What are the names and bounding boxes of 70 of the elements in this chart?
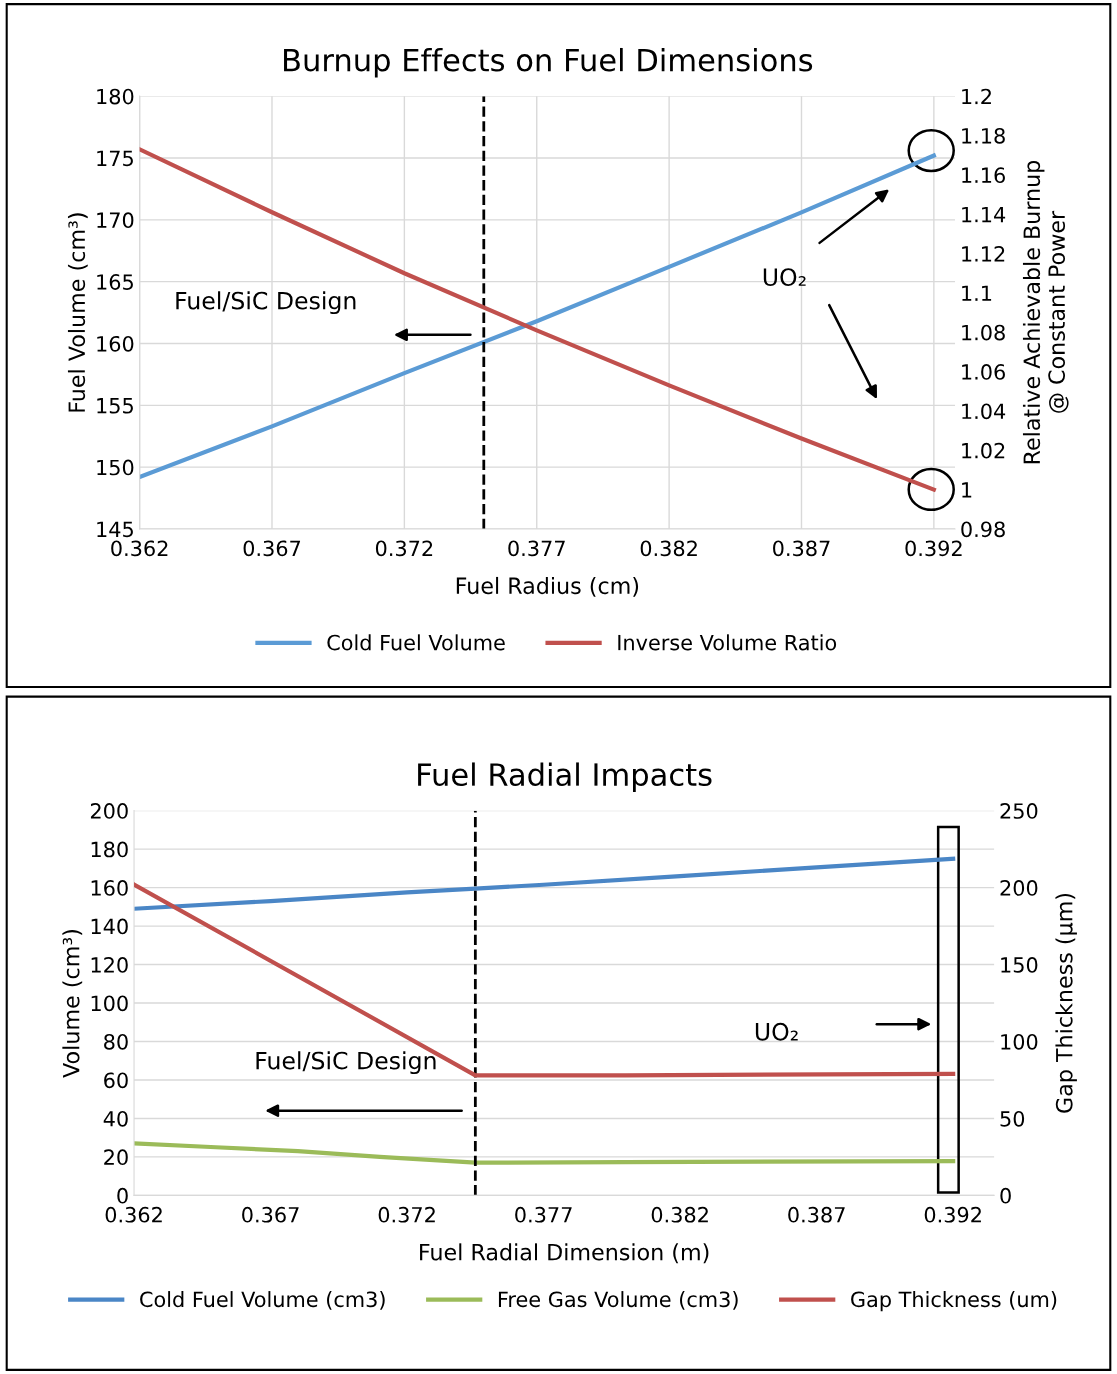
annotation: Fuel/SiC Design (176, 291, 356, 315)
y-tick-label: 180 (91, 841, 128, 858)
x-axis-title: Fuel Radius (cm) (456, 576, 639, 597)
x-axis-title: Fuel Radial Dimension (m) (420, 1243, 709, 1264)
y2-tick-label: 1.12 (962, 246, 1005, 262)
legend-label: Cold Fuel Volume (cm3) (140, 1291, 385, 1310)
x-tick-label: 0.382 (640, 540, 697, 557)
y2-tick-label: 1.1 (962, 285, 992, 301)
y2-axis-title: Gap Thickness (µm) (1055, 893, 1077, 1113)
y-axis-title: Fuel Volume (cm³) (67, 213, 88, 412)
legend-label: Cold Fuel Volume (327, 634, 505, 651)
x-tick-label: 0.362 (105, 1206, 162, 1223)
y2-tick-label: 1.02 (962, 442, 1005, 459)
y-tick-label: 60 (104, 1072, 128, 1089)
annotation: UO₂ (763, 268, 806, 287)
y-tick-label: 80 (104, 1033, 128, 1050)
x-tick-label: 0.392 (924, 1206, 981, 1223)
y-tick-label: 160 (91, 880, 128, 896)
y-tick-label: 180 (97, 88, 134, 105)
y-tick-label: 165 (97, 274, 133, 290)
y-tick-label: 175 (97, 150, 133, 167)
y-tick-label: 150 (97, 459, 134, 476)
x-tick-label: 0.387 (788, 1206, 845, 1223)
legend-label: Gap Thickness (um) (851, 1291, 1057, 1312)
y2-tick-label: 1.16 (962, 167, 1005, 184)
y-tick-label: 0 (117, 1187, 128, 1204)
y2-tick-label: 200 (1000, 880, 1038, 896)
y2-tick-label: 0.98 (961, 521, 1005, 538)
y2-tick-label: 100 (1001, 1033, 1038, 1050)
x-tick-label: 0.377 (515, 1206, 572, 1223)
y2-tick-label: 50 (1000, 1110, 1025, 1127)
y2-tick-label: 1.06 (962, 364, 1005, 380)
y-tick-label: 40 (103, 1110, 128, 1127)
annotation: UO₂ (755, 1022, 798, 1041)
chart-title: Fuel Radial Impacts (418, 762, 712, 793)
y2-tick-label: 1.2 (962, 88, 991, 105)
x-tick-label: 0.367 (243, 540, 301, 557)
y2-tick-label: 1.04 (962, 403, 1006, 420)
annotation: Fuel/SiC Design (256, 1051, 436, 1075)
y2-tick-label: 0 (1000, 1187, 1011, 1204)
x-tick-label: 0.367 (242, 1206, 299, 1223)
y2-tick-label: 1.18 (962, 127, 1005, 144)
legend-label: Free Gas Volume (cm3) (498, 1291, 738, 1310)
x-tick-label: 0.362 (111, 540, 168, 557)
y-tick-label: 140 (91, 918, 128, 935)
y-tick-label: 100 (91, 995, 128, 1012)
y-tick-label: 145 (97, 521, 133, 538)
y-tick-label: 160 (97, 335, 134, 352)
legend-label: Inverse Volume Ratio (618, 634, 837, 651)
y-tick-label: 120 (91, 957, 128, 973)
x-tick-label: 0.372 (375, 540, 433, 557)
line-series (134, 856, 956, 911)
y-tick-label: 170 (97, 212, 134, 229)
y-axis-title: Volume (cm³) (62, 930, 83, 1078)
x-tick-label: 0.377 (508, 540, 565, 557)
y-tick-label: 200 (90, 803, 128, 819)
y2-tick-label: 250 (1000, 803, 1038, 819)
line-series (134, 1141, 956, 1165)
y2-tick-label: 1 (962, 482, 972, 498)
x-tick-label: 0.372 (378, 1206, 435, 1223)
y2-tick-label: 1.08 (962, 324, 1005, 341)
y2-tick-label: 150 (1001, 957, 1038, 973)
y2-tick-label: 1.14 (962, 206, 1006, 223)
x-tick-label: 0.392 (905, 540, 962, 557)
y-tick-label: 155 (97, 398, 133, 414)
y-tick-label: 20 (104, 1149, 128, 1166)
x-tick-label: 0.382 (651, 1206, 708, 1223)
y2-axis-title: Relative Achievable Burnup @ Constant Power (1022, 160, 1069, 464)
x-tick-label: 0.387 (773, 540, 830, 557)
chart-title: Burnup Effects on Fuel Dimensions (284, 47, 813, 78)
